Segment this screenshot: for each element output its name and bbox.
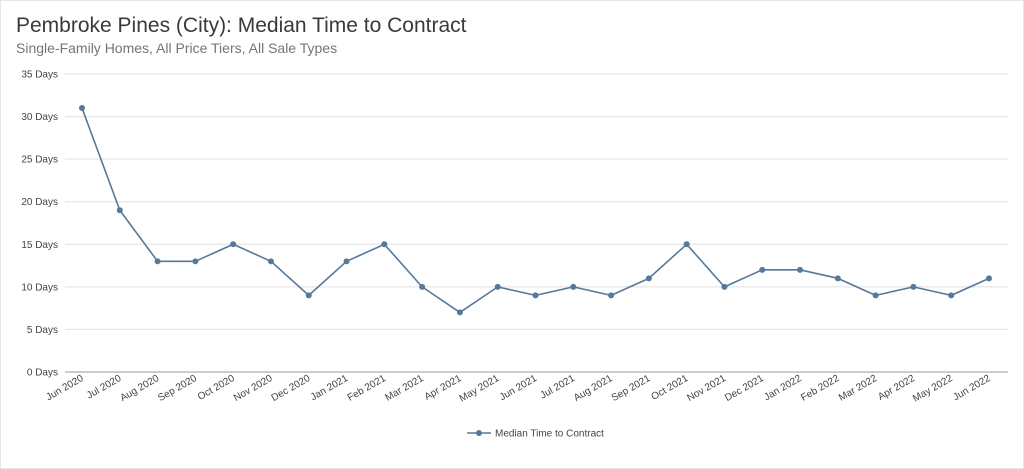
chart-title: Pembroke Pines (City): Median Time to Co… <box>16 14 467 37</box>
data-point[interactable] <box>343 258 350 265</box>
x-tick-label: Feb 2022 <box>799 373 841 404</box>
data-point[interactable] <box>456 309 463 316</box>
data-point[interactable] <box>948 292 955 299</box>
data-point[interactable] <box>154 258 161 265</box>
x-tick-label: Jul 2020 <box>85 373 124 402</box>
legend-point-marker <box>476 430 482 436</box>
y-axis: 0 Days 5 Days 10 Days 15 Days 20 Days 25 Days… <box>21 70 58 379</box>
y-tick-label: 10 Days <box>21 282 58 293</box>
x-tick-label: Jan 2022 <box>762 373 804 403</box>
grid-lines <box>65 73 1008 373</box>
x-tick-label: Nov 2021 <box>685 373 728 404</box>
x-tick-label: Apr 2022 <box>876 373 917 403</box>
x-tick-label: Jun 2022 <box>951 373 993 403</box>
y-tick-label: 0 Days <box>27 368 58 379</box>
x-tick-label: Aug 2020 <box>118 373 161 404</box>
data-point[interactable] <box>267 258 274 265</box>
data-point[interactable] <box>494 283 501 290</box>
y-tick-label: 30 Days <box>21 112 58 123</box>
y-tick-label: 35 Days <box>21 70 58 81</box>
y-tick-label: 5 Days <box>27 325 58 336</box>
x-tick-label: Apr 2021 <box>423 373 464 403</box>
data-point[interactable] <box>645 275 652 282</box>
x-tick-label: Aug 2021 <box>572 373 615 404</box>
data-point[interactable] <box>759 266 766 273</box>
x-tick-label: Feb 2021 <box>346 373 388 404</box>
data-point[interactable] <box>305 292 312 299</box>
x-tick-label: Oct 2021 <box>650 373 691 403</box>
x-tick-label: Sep 2021 <box>610 373 653 404</box>
y-tick-label: 20 Days <box>21 197 58 208</box>
x-tick-label: Dec 2021 <box>723 373 766 404</box>
x-tick-label: Oct 2020 <box>196 373 237 403</box>
data-point[interactable] <box>230 241 237 248</box>
data-point[interactable] <box>721 283 728 290</box>
legend[interactable]: Median Time to Contract <box>467 429 604 440</box>
data-point[interactable] <box>608 292 615 299</box>
x-tick-label: Jun 2021 <box>498 373 540 403</box>
data-point[interactable] <box>381 241 388 248</box>
data-point[interactable] <box>419 283 426 290</box>
x-tick-label: Jan 2021 <box>309 373 351 403</box>
x-tick-label: Jul 2021 <box>539 373 578 402</box>
data-point[interactable] <box>872 292 879 299</box>
data-point[interactable] <box>192 258 199 265</box>
series-line <box>81 107 990 314</box>
x-tick-label: May 2021 <box>458 373 502 405</box>
data-point[interactable] <box>834 275 841 282</box>
x-tick-label: Dec 2020 <box>270 373 313 404</box>
x-tick-label: Sep 2020 <box>156 373 199 404</box>
x-tick-label: May 2022 <box>911 373 955 405</box>
series-group <box>79 105 992 316</box>
data-point[interactable] <box>570 283 577 290</box>
x-tick-label: Nov 2020 <box>232 373 275 404</box>
data-point[interactable] <box>910 283 917 290</box>
data-point[interactable] <box>683 241 690 248</box>
y-tick-label: 15 Days <box>21 240 58 251</box>
x-tick-label: Mar 2021 <box>384 373 426 404</box>
data-point[interactable] <box>79 105 85 112</box>
legend-label[interactable]: Median Time to Contract <box>495 429 604 440</box>
chart-subtitle: Single-Family Homes, All Price Tiers, Al… <box>16 40 338 56</box>
y-tick-label: 25 Days <box>21 155 58 166</box>
data-point[interactable] <box>797 266 804 273</box>
data-point[interactable] <box>532 292 539 299</box>
data-point[interactable] <box>116 207 123 214</box>
data-point[interactable] <box>986 275 992 282</box>
x-tick-label: Mar 2022 <box>837 373 879 404</box>
